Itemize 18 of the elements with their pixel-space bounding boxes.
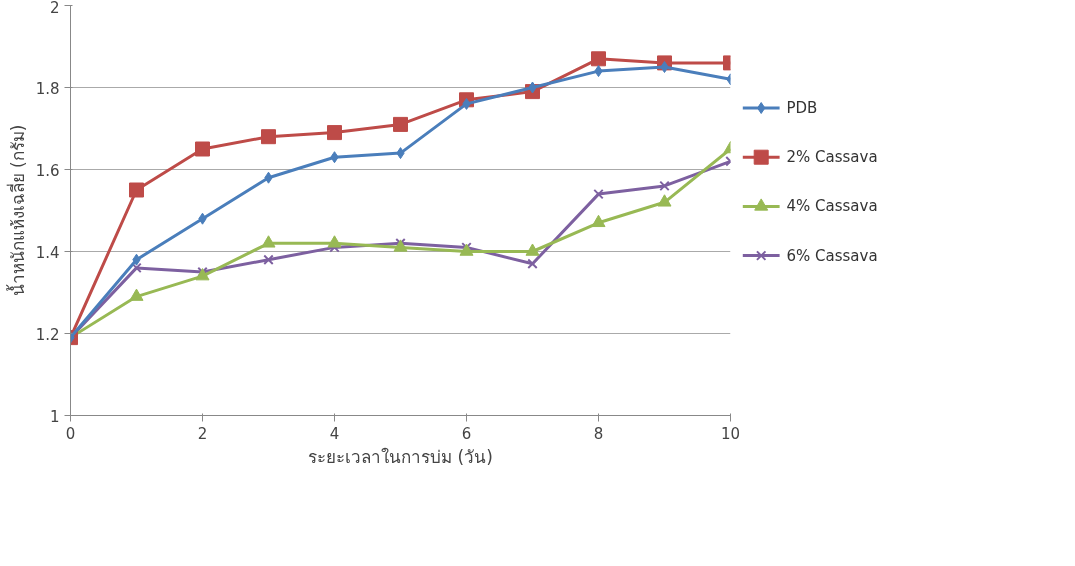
y-tick-label: 1.4	[35, 243, 60, 262]
legend-label: 6% Cassava	[786, 246, 878, 265]
y-axis-title: น้ำหนักแห้งเฉลี่ย (กรัม)	[5, 124, 28, 297]
x-tick-label: 10	[720, 424, 741, 443]
x-tick-label: 0	[65, 424, 76, 443]
y-tick-label: 1.8	[35, 79, 60, 98]
legend-label: 2% Cassava	[786, 148, 878, 167]
x-tick-label: 8	[593, 424, 604, 443]
x-axis-title: ระยะเวลาในการบ่ม (วัน)	[308, 446, 493, 467]
x-tick-label: 2	[197, 424, 208, 443]
y-tick-label: 1	[49, 407, 60, 426]
y-tick-label: 1.2	[35, 325, 60, 344]
legend-label: 4% Cassava	[786, 197, 878, 216]
y-tick-label: 1.6	[35, 161, 60, 180]
x-tick-label: 4	[329, 424, 340, 443]
y-tick-label: 2	[49, 0, 60, 17]
x-tick-label: 6	[461, 424, 472, 443]
legend-label: PDB	[786, 99, 818, 117]
